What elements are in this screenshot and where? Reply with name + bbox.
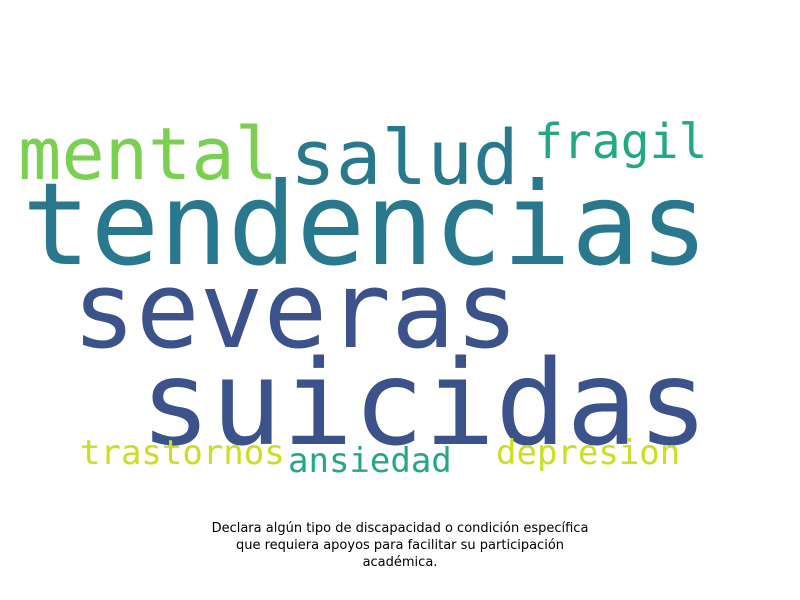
word-salud: salud	[290, 113, 519, 202]
word-mental: mental	[18, 112, 279, 196]
word-trastornos: trastornos	[80, 433, 285, 473]
caption: Declara algún tipo de discapacidad o con…	[150, 520, 650, 571]
word-fragil: fragil	[534, 114, 708, 170]
word-severas: severas	[72, 249, 519, 372]
word-suicidas: suicidas	[140, 334, 709, 472]
word-cloud: mental salud fragil tendencias severas s…	[18, 112, 709, 481]
word-depresion: depresion	[496, 433, 681, 473]
caption-line-2: que requiera apoyos para facilitar su pa…	[235, 538, 565, 553]
word-ansiedad: ansiedad	[288, 441, 452, 481]
caption-line-3: académica.	[362, 555, 438, 570]
word-tendencias: tendencias	[22, 158, 709, 291]
caption-line-1: Declara algún tipo de discapacidad o con…	[211, 521, 589, 536]
